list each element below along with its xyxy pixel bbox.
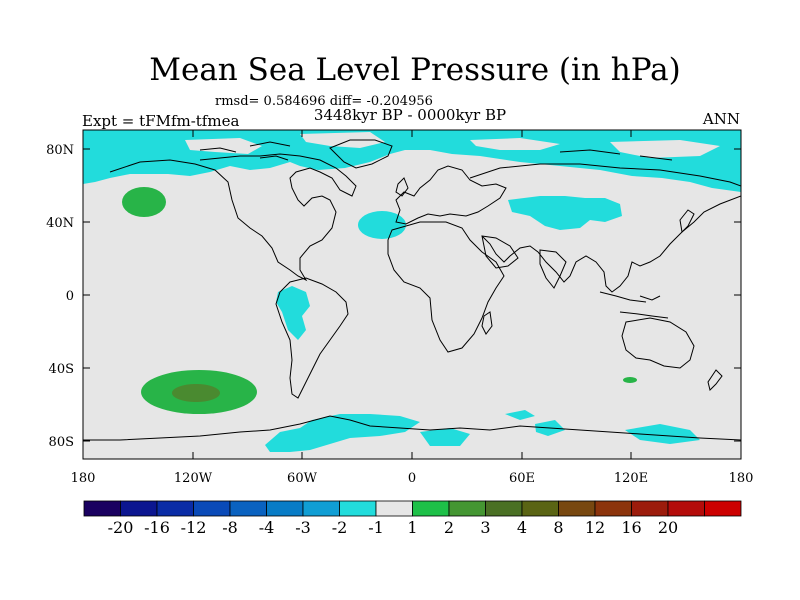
x-tick-label-60w: 60W bbox=[287, 471, 318, 486]
colorbar-tick-label: 3 bbox=[480, 518, 491, 537]
axis-ticks bbox=[83, 130, 741, 459]
coast-africa bbox=[387, 221, 505, 353]
colorbar-swatch bbox=[229, 500, 267, 517]
coastlines bbox=[83, 139, 741, 441]
y-tick-label-0: 0 bbox=[66, 289, 74, 304]
x-tick-label-120w: 120W bbox=[174, 471, 213, 486]
coast-arctic-islands bbox=[199, 141, 673, 161]
colorbar-swatch bbox=[156, 500, 194, 517]
colorbar-tick-label: 2 bbox=[443, 518, 455, 537]
colorbar-swatch bbox=[667, 500, 705, 517]
colorbar bbox=[83, 500, 742, 517]
y-tick-label-80n: 80N bbox=[46, 143, 74, 158]
coast-arabia bbox=[481, 235, 519, 269]
south-america-anomaly-region bbox=[276, 286, 310, 340]
colorbar-swatch bbox=[412, 500, 450, 517]
north-pacific-anomaly-region bbox=[122, 187, 166, 217]
antarctic-anomaly-region-2 bbox=[420, 428, 470, 446]
y-tick-label-40n: 40N bbox=[46, 216, 74, 231]
antarctic-anomaly-region bbox=[265, 414, 420, 452]
south-indian-anomaly-region bbox=[623, 377, 637, 383]
x-tick-label-180e: 180 bbox=[729, 471, 754, 486]
colorbar-swatch bbox=[193, 500, 231, 517]
y-tick-label-40s: 40S bbox=[49, 362, 74, 377]
x-tick-label-0: 0 bbox=[408, 471, 416, 486]
coast-greenland bbox=[329, 139, 393, 169]
colorbar-tick-label: -4 bbox=[258, 518, 275, 537]
coast-madagascar bbox=[481, 311, 493, 335]
x-tick-label-180w: 180 bbox=[71, 471, 96, 486]
coast-new-zealand bbox=[707, 369, 723, 391]
north-atlantic-anomaly-region bbox=[358, 211, 406, 239]
colorbar-tick-label: -12 bbox=[180, 518, 207, 537]
period-text: 3448kyr BP - 0000kyr BP bbox=[313, 106, 507, 124]
coast-north-america bbox=[109, 153, 357, 282]
colorbar-swatch bbox=[485, 500, 523, 517]
map-title: Mean Sea Level Pressure (in hPa) bbox=[149, 52, 681, 88]
colorbar-tick-label: -2 bbox=[331, 518, 348, 537]
colorbar-swatch bbox=[120, 500, 158, 517]
asia-anomaly-region bbox=[508, 196, 622, 230]
colorbar-swatch bbox=[266, 500, 304, 517]
colorbar-swatch bbox=[339, 500, 377, 517]
coast-antarctica bbox=[83, 415, 741, 441]
colorbar-tick-label: 8 bbox=[553, 518, 564, 537]
arctic-gap-3 bbox=[470, 138, 560, 150]
x-tick-label-120e: 120E bbox=[614, 471, 648, 486]
coast-japan bbox=[679, 209, 695, 234]
coast-europe bbox=[395, 165, 507, 225]
colorbar-tick-label: 1 bbox=[407, 518, 418, 537]
colorbar-tick-label: -1 bbox=[368, 518, 384, 537]
colorbar-tick-label: 12 bbox=[584, 518, 606, 537]
arctic-gap-2 bbox=[300, 132, 385, 148]
coast-south-america bbox=[275, 277, 349, 399]
colorbar-tick-label: -8 bbox=[222, 518, 238, 537]
coast-asia bbox=[469, 163, 741, 293]
colorbar-swatch bbox=[558, 500, 596, 517]
colorbar-tick-label: -16 bbox=[144, 518, 170, 537]
arctic-gap-4 bbox=[610, 140, 720, 158]
colorbar-swatch bbox=[448, 500, 486, 517]
coast-indonesia bbox=[599, 291, 669, 319]
season-label: ANN bbox=[702, 110, 740, 128]
x-tick-label-60e: 60E bbox=[509, 471, 535, 486]
stats-text: rmsd= 0.584696 diff= -0.204956 bbox=[215, 94, 433, 109]
colorbar-tick-label: 20 bbox=[657, 518, 679, 537]
colorbar-tick-label: -3 bbox=[295, 518, 311, 537]
colorbar-tick-label: -20 bbox=[107, 518, 134, 537]
experiment-label: Expt = tFMfm-tfmea bbox=[82, 112, 240, 130]
coast-australia bbox=[621, 317, 695, 369]
colorbar-swatch bbox=[302, 500, 340, 517]
colorbar-swatch bbox=[521, 500, 559, 517]
colorbar-tick-label: 4 bbox=[516, 518, 528, 537]
colorbar-swatch bbox=[375, 500, 413, 517]
colorbar-swatch bbox=[83, 500, 121, 517]
coast-india bbox=[539, 249, 567, 289]
coast-uk bbox=[395, 177, 409, 197]
colorbar-swatch bbox=[704, 500, 742, 517]
colorbar-swatch bbox=[594, 500, 632, 517]
antarctic-anomaly-region-3 bbox=[505, 410, 535, 420]
colorbar-swatch bbox=[631, 500, 669, 517]
antarctic-anomaly-region-5 bbox=[625, 424, 700, 444]
south-pacific-anomaly-inner bbox=[172, 384, 220, 402]
colorbar-tick-label: 16 bbox=[621, 518, 642, 537]
y-tick-label-80s: 80S bbox=[49, 435, 74, 450]
